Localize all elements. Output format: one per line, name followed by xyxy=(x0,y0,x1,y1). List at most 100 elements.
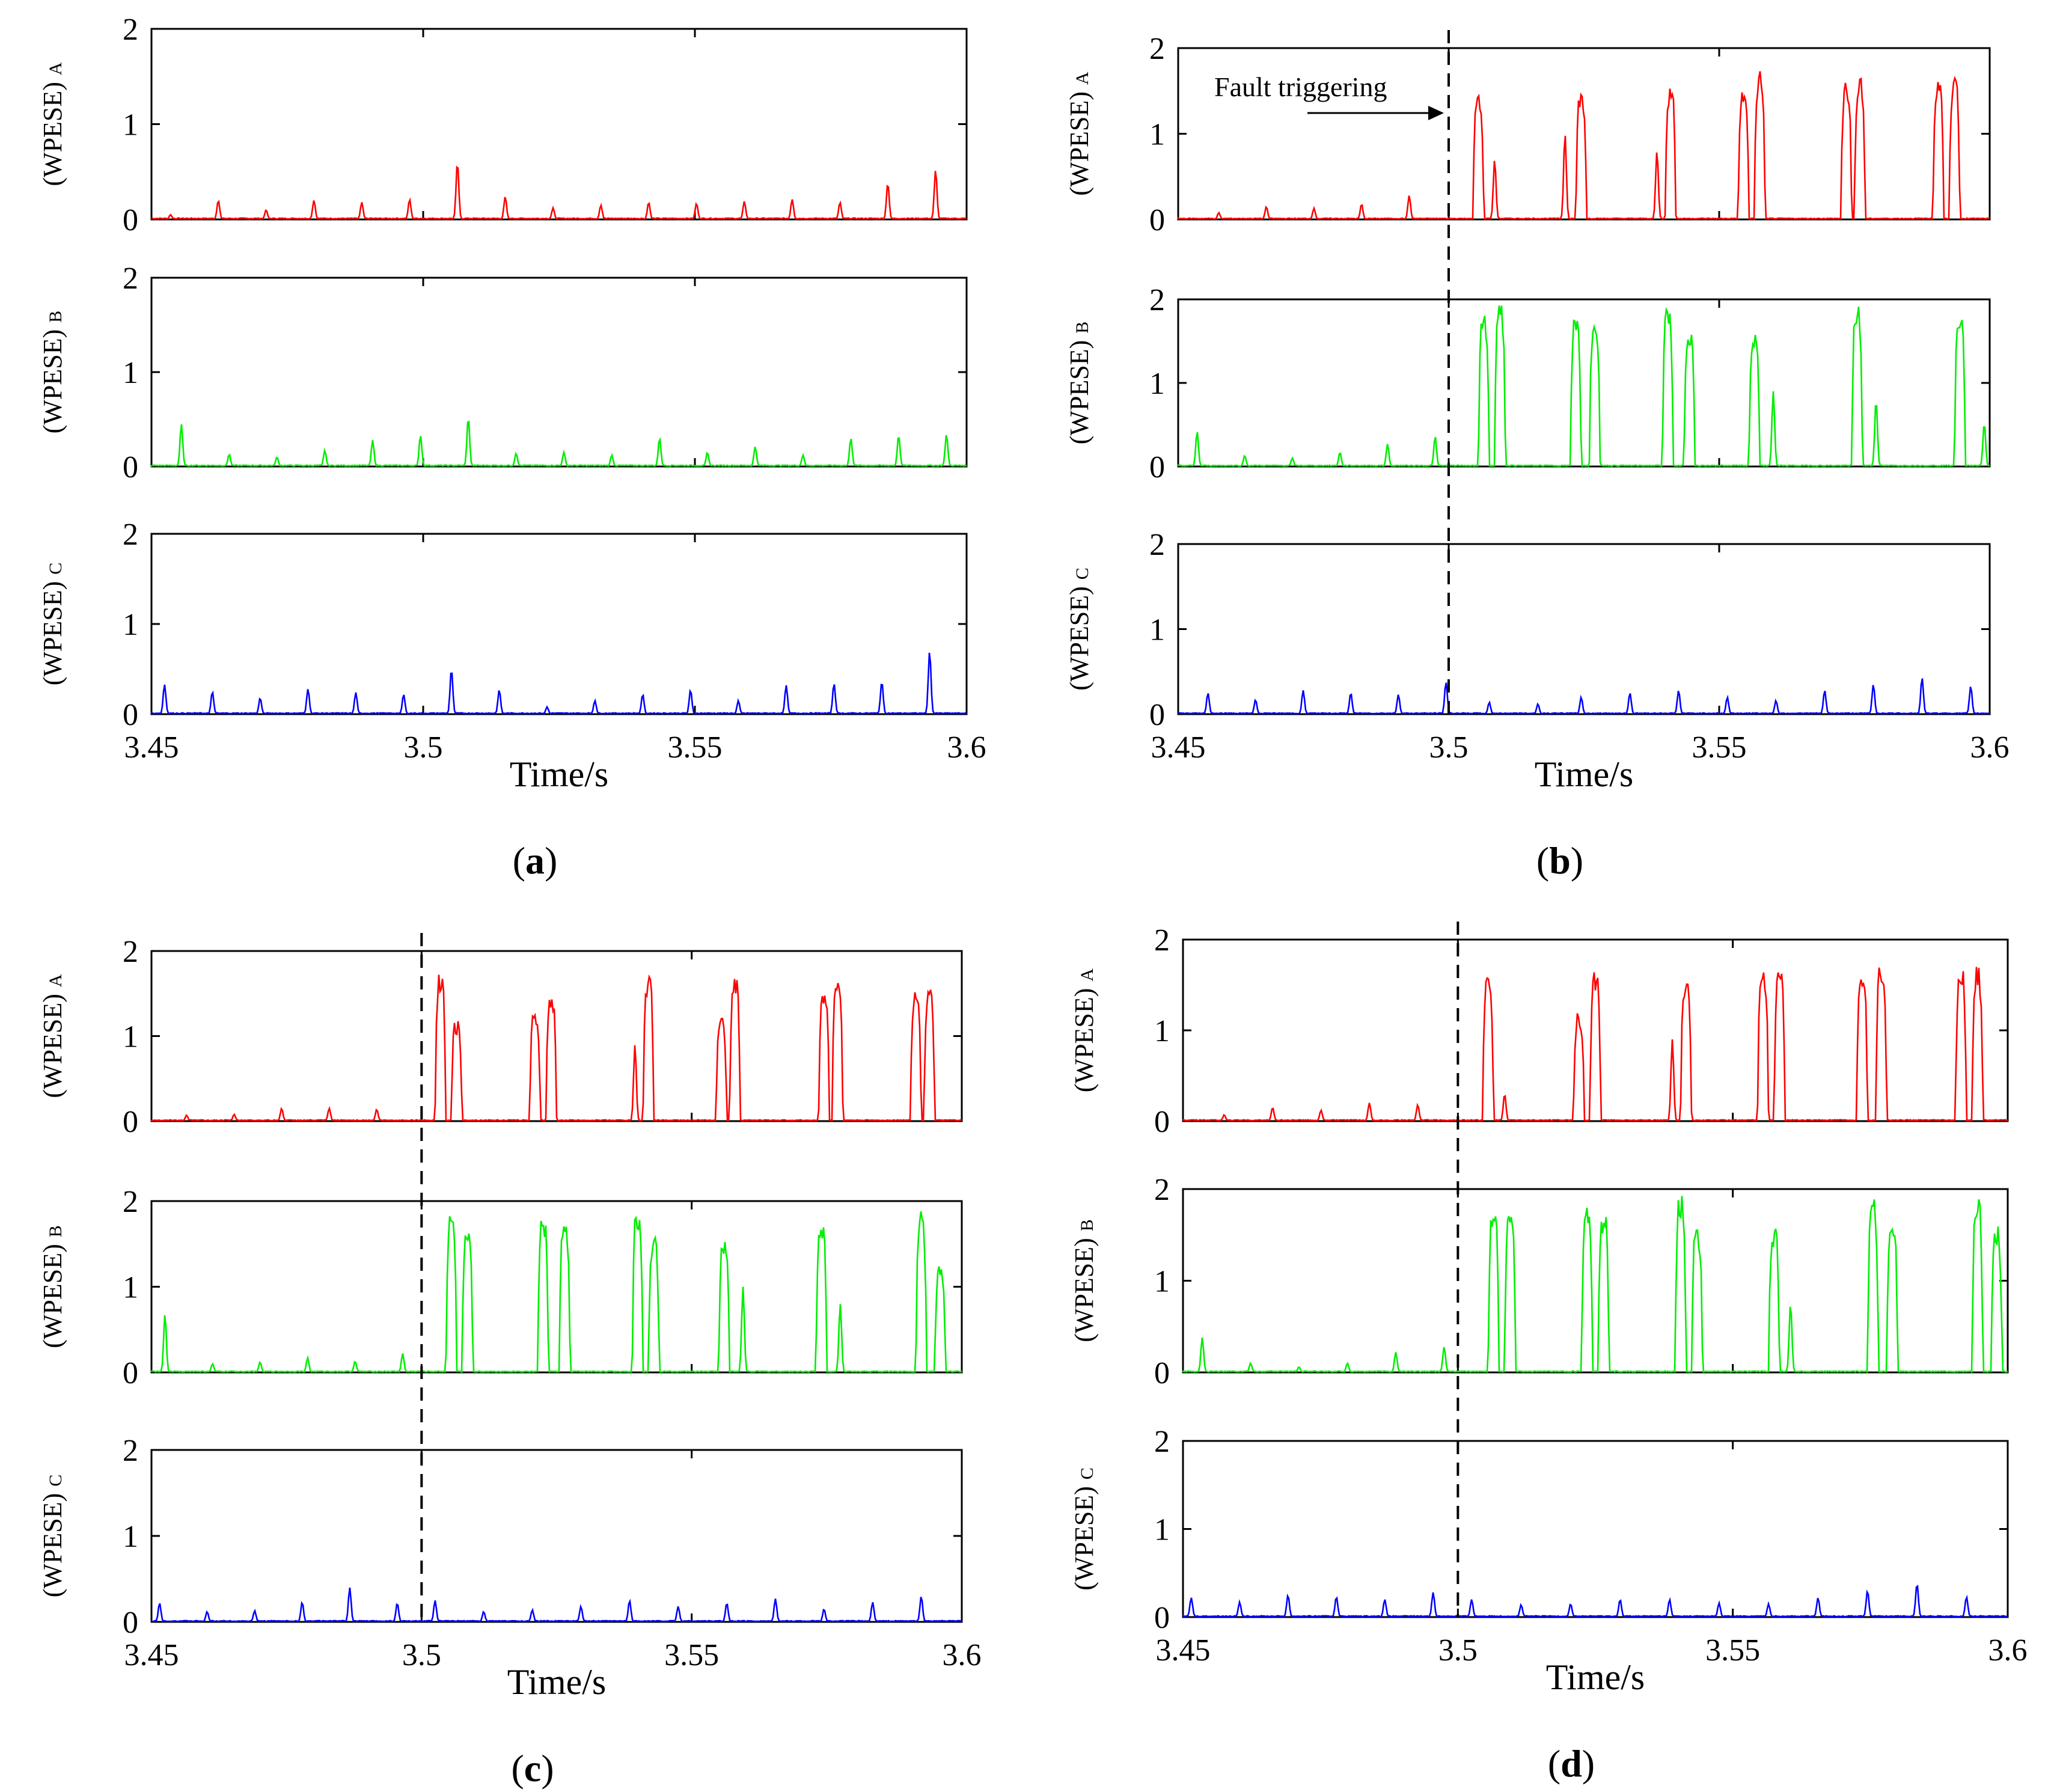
y-tick-label: 2 xyxy=(1154,1425,1170,1459)
y-tick-label: 1 xyxy=(1149,367,1165,401)
y-tick-label: 2 xyxy=(1154,923,1170,958)
panel-label: (a) xyxy=(513,839,558,882)
series-line-b xyxy=(150,1211,962,1374)
series-line-c xyxy=(1177,678,1990,715)
x-tick-label: 3.5 xyxy=(1429,730,1469,765)
y-tick-label: 2 xyxy=(123,1434,138,1468)
y-tick-label: 2 xyxy=(1149,528,1165,562)
axes-frame xyxy=(150,533,968,715)
x-tick-label: 3.6 xyxy=(943,1638,982,1672)
subplot-b-b: 0 1 2 (WPESE) B xyxy=(1065,283,1991,485)
x-tick-label: 3.55 xyxy=(1692,730,1747,765)
y-tick-label: 0 xyxy=(123,203,138,237)
y-tick-label: 2 xyxy=(123,1185,138,1219)
subplot-b-c: 0 1 2 (WPESE) C xyxy=(1065,528,1991,732)
y-tick-label: 0 xyxy=(1154,1105,1170,1139)
y-tick-label: 1 xyxy=(123,608,138,642)
y-axis-label: (WPESE) B xyxy=(1069,1219,1099,1342)
panel-label: (c) xyxy=(511,1747,554,1790)
y-tick-label: 0 xyxy=(1154,1601,1170,1635)
axes-frame xyxy=(1182,1440,2009,1618)
y-tick-label: 1 xyxy=(1149,118,1165,152)
axes-frame xyxy=(150,1200,963,1374)
y-tick-label: 2 xyxy=(1154,1173,1170,1207)
y-tick-label: 1 xyxy=(123,108,138,142)
x-tick-label: 3.5 xyxy=(1438,1633,1478,1668)
x-axis-label: Time/s xyxy=(1546,1657,1645,1697)
panel-d: 0 1 2 (WPESE) A 0 1 2 (WPESE) B 0 1 2 (WPESE) C 3.45… xyxy=(1069,922,2028,1785)
series-line-a xyxy=(151,165,967,221)
subplot-a-c: 0 1 2 (WPESE) C xyxy=(38,518,968,732)
axes-frame xyxy=(1182,938,2009,1122)
subplot-b-a: 0 1 2 (WPESE) A xyxy=(1065,32,1991,237)
panel-c: 0 1 2 (WPESE) A 0 1 2 (WPESE) B 0 1 2 (WPESE) C 3.45… xyxy=(38,933,982,1790)
panel-a: 0 1 2 (WPESE) A 0 1 2 (WPESE) B 0 1 2 (WPESE) C 3.45… xyxy=(38,13,986,882)
y-tick-label: 2 xyxy=(123,13,138,47)
y-tick-label: 0 xyxy=(1149,698,1165,732)
y-axis-label: (WPESE) B xyxy=(38,1225,67,1348)
subplot-d-c: 0 1 2 (WPESE) C xyxy=(1069,1425,2009,1635)
x-tick-label: 3.55 xyxy=(664,1638,719,1672)
y-tick-label: 1 xyxy=(1154,1265,1170,1299)
axes-frame xyxy=(1182,1188,2009,1374)
y-tick-label: 2 xyxy=(123,261,138,296)
y-tick-label: 0 xyxy=(123,1606,138,1640)
annotation-arrow-head xyxy=(1428,106,1444,120)
y-tick-label: 1 xyxy=(123,1520,138,1554)
x-tick-label: 3.5 xyxy=(402,1638,441,1672)
x-tick-label: 3.6 xyxy=(1988,1633,2028,1668)
subplot-d-b: 0 1 2 (WPESE) B xyxy=(1069,1173,2009,1390)
x-tick-label: 3.5 xyxy=(404,730,443,765)
series-line-a xyxy=(1182,967,2008,1122)
y-axis-label: (WPESE) A xyxy=(1065,72,1094,196)
axes-frame xyxy=(150,277,968,468)
y-axis-label: (WPESE) A xyxy=(38,62,67,186)
axes-frame xyxy=(1177,298,1991,468)
series-line-b xyxy=(150,420,967,468)
fault-annotation: Fault triggering xyxy=(1214,72,1387,102)
y-tick-label: 2 xyxy=(123,518,138,552)
y-tick-label: 0 xyxy=(1149,203,1165,237)
x-tick-label: 3.45 xyxy=(1156,1633,1211,1668)
y-tick-label: 0 xyxy=(1154,1356,1170,1390)
subplot-a-b: 0 1 2 (WPESE) B xyxy=(38,261,968,485)
x-tick-label: 3.45 xyxy=(1151,730,1206,765)
x-tick-label: 3.45 xyxy=(124,730,179,765)
series-line-c xyxy=(1182,1585,2008,1618)
y-tick-label: 1 xyxy=(123,1271,138,1305)
x-axis-label: Time/s xyxy=(510,754,609,794)
y-tick-label: 0 xyxy=(123,698,138,732)
series-line-a xyxy=(150,974,962,1122)
panel-label: (d) xyxy=(1548,1742,1595,1785)
y-tick-label: 1 xyxy=(1149,613,1165,647)
subplot-c-b: 0 1 2 (WPESE) B xyxy=(38,1185,963,1390)
axes-frame xyxy=(150,1449,963,1623)
x-tick-label: 3.55 xyxy=(1705,1633,1760,1668)
x-tick-label: 3.55 xyxy=(668,730,723,765)
y-axis-label: (WPESE) C xyxy=(1069,1467,1099,1591)
y-tick-label: 2 xyxy=(1149,32,1165,66)
series-line-c xyxy=(150,652,967,715)
y-tick-label: 1 xyxy=(123,1020,138,1054)
subplot-c-a: 0 1 2 (WPESE) A xyxy=(38,935,963,1139)
y-axis-label: (WPESE) A xyxy=(1069,968,1099,1093)
x-axis-label: Time/s xyxy=(1535,754,1634,794)
y-tick-label: 0 xyxy=(123,1105,138,1139)
y-tick-label: 1 xyxy=(123,356,138,390)
y-tick-label: 1 xyxy=(1154,1513,1170,1547)
y-axis-label: (WPESE) A xyxy=(38,974,67,1098)
y-tick-label: 0 xyxy=(1149,450,1165,485)
subplot-a-a: 0 1 2 (WPESE) A xyxy=(38,13,968,237)
series-line-b xyxy=(1177,305,1990,468)
panel-b: 0 1 2 (WPESE) A 0 1 2 (WPESE) B 0 1 2 (WPESE) C 3.45… xyxy=(1065,30,2010,882)
y-tick-label: 2 xyxy=(123,935,138,969)
y-axis-label: (WPESE) C xyxy=(38,1475,67,1598)
x-axis-label: Time/s xyxy=(507,1662,607,1702)
x-tick-label: 3.6 xyxy=(1970,730,2010,765)
y-tick-label: 1 xyxy=(1154,1014,1170,1048)
x-tick-label: 3.45 xyxy=(124,1638,179,1672)
series-line-c xyxy=(150,1587,962,1622)
axes-frame xyxy=(1177,543,1991,715)
subplot-c-c: 0 1 2 (WPESE) C xyxy=(38,1434,963,1640)
